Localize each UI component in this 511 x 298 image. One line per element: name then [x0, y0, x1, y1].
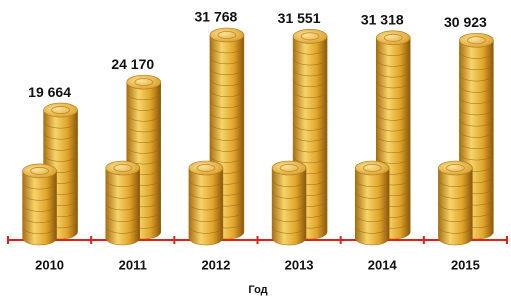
front-stack	[272, 161, 306, 245]
coin-top	[44, 103, 78, 117]
coin-top	[355, 161, 389, 175]
chart: Год 19 664 2010 24 170 2011 31 768 2012 31 551…	[0, 0, 511, 298]
value-label: 31 551	[278, 10, 321, 26]
x-tick-label: 2014	[368, 257, 398, 272]
coin-top	[23, 164, 57, 178]
coin-top	[438, 161, 472, 175]
x-tick-label: 2012	[201, 257, 230, 272]
front-stack	[438, 161, 472, 245]
front-stack	[23, 164, 57, 245]
x-tick-label: 2013	[285, 257, 314, 272]
value-label: 31 768	[195, 9, 238, 25]
value-label: 30 923	[444, 14, 487, 30]
coin-top	[459, 33, 493, 47]
front-stack	[355, 161, 389, 245]
coin-top	[106, 161, 140, 175]
x-tick-label: 2011	[119, 257, 147, 272]
coin-top	[376, 31, 410, 45]
front-stack	[189, 161, 223, 245]
front-stack	[106, 161, 140, 245]
value-label: 24 170	[111, 56, 154, 72]
x-tick-label: 2015	[451, 257, 480, 272]
coin-top	[272, 161, 306, 175]
coin-top	[293, 29, 327, 43]
x-tick-label: 2010	[35, 257, 64, 272]
coin-top	[210, 28, 244, 42]
x-axis-label: Год	[248, 284, 267, 296]
coin-top	[127, 75, 161, 89]
value-label: 19 664	[28, 84, 71, 100]
value-label: 31 318	[361, 11, 404, 27]
coin-top	[189, 161, 223, 175]
